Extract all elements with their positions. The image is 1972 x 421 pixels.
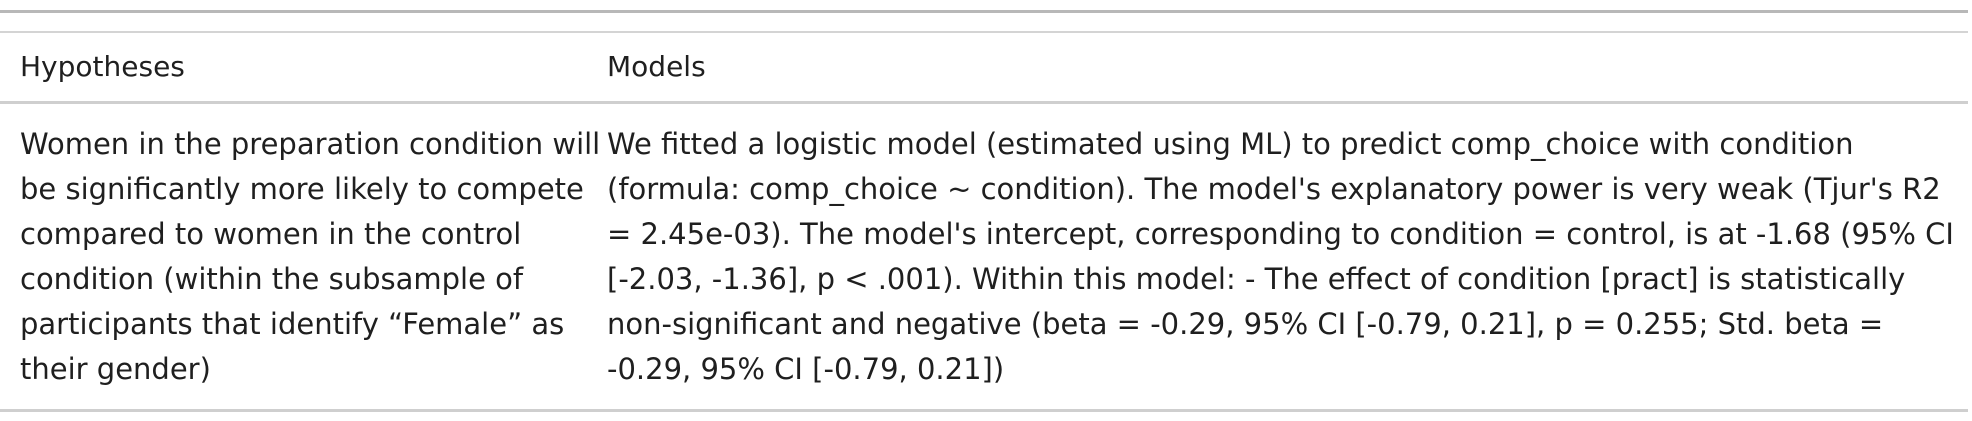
hypothesis-cell: Women in the preparation condition will … xyxy=(20,127,601,386)
header-row: Hypotheses Models xyxy=(0,33,1968,101)
table-body: Women in the preparation condition will … xyxy=(0,101,1968,392)
table-top-rule-thin xyxy=(0,31,1968,33)
column-header-models: Models xyxy=(607,50,706,83)
hypotheses-models-table: Hypotheses Models Women in the preparati… xyxy=(0,33,1968,392)
table-header: Hypotheses Models xyxy=(0,33,1968,101)
column-header-hypotheses: Hypotheses xyxy=(20,50,185,83)
table-row: Women in the preparation condition will … xyxy=(0,101,1968,392)
model-cell: We fitted a logistic model (estimated us… xyxy=(607,127,1954,386)
table-top-rule xyxy=(0,10,1968,13)
table-bottom-rule xyxy=(0,409,1968,412)
header-bottom-rule xyxy=(0,101,1968,104)
